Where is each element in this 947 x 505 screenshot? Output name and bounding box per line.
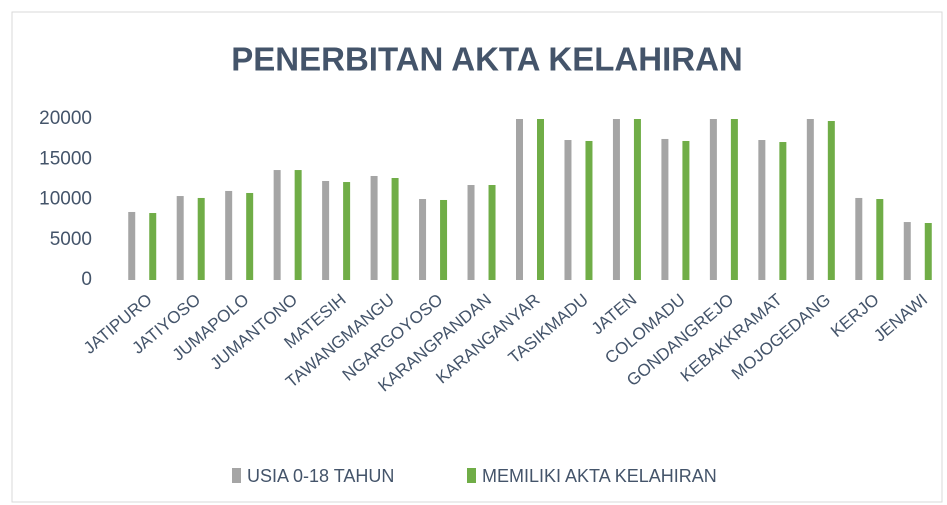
bar xyxy=(924,223,932,280)
bar xyxy=(391,178,399,280)
bar xyxy=(903,222,911,280)
bar xyxy=(709,119,717,280)
bar xyxy=(128,211,136,280)
bar xyxy=(876,199,884,280)
bar xyxy=(585,140,593,280)
bar xyxy=(294,170,302,280)
y-tick-label: 10000 xyxy=(39,189,92,210)
y-tick-label: 0 xyxy=(81,269,92,290)
bar xyxy=(661,138,669,280)
bar xyxy=(855,197,863,280)
bar xyxy=(343,182,351,280)
legend-label: USIA 0-18 TAHUN xyxy=(247,466,394,486)
bar xyxy=(806,119,814,280)
bar xyxy=(149,213,157,280)
bar xyxy=(779,142,787,280)
bar xyxy=(440,199,448,280)
y-tick-label: 15000 xyxy=(39,148,92,169)
y-tick-label: 20000 xyxy=(39,108,92,129)
bar xyxy=(682,140,690,280)
bar xyxy=(225,190,233,280)
bar xyxy=(827,121,835,280)
bar xyxy=(537,119,544,280)
bar xyxy=(516,119,523,280)
bar xyxy=(273,170,281,280)
bar xyxy=(197,197,205,280)
chart-title: PENERBITAN AKTA KELAHIRAN xyxy=(231,41,742,78)
bar xyxy=(370,175,378,280)
bar xyxy=(730,119,738,280)
bar xyxy=(612,119,620,280)
bar xyxy=(467,185,475,280)
legend-label: MEMILIKI AKTA KELAHIRAN xyxy=(482,466,717,486)
bar xyxy=(564,140,572,280)
chart-frame xyxy=(11,11,943,503)
bar xyxy=(758,140,766,280)
bar xyxy=(419,199,427,280)
bar xyxy=(322,180,330,280)
legend-swatch xyxy=(232,468,241,483)
legend-swatch xyxy=(467,468,476,483)
y-tick-label: 5000 xyxy=(50,229,92,250)
bar xyxy=(246,192,254,280)
bar xyxy=(633,119,641,280)
bar xyxy=(176,196,184,280)
bar xyxy=(488,185,496,280)
